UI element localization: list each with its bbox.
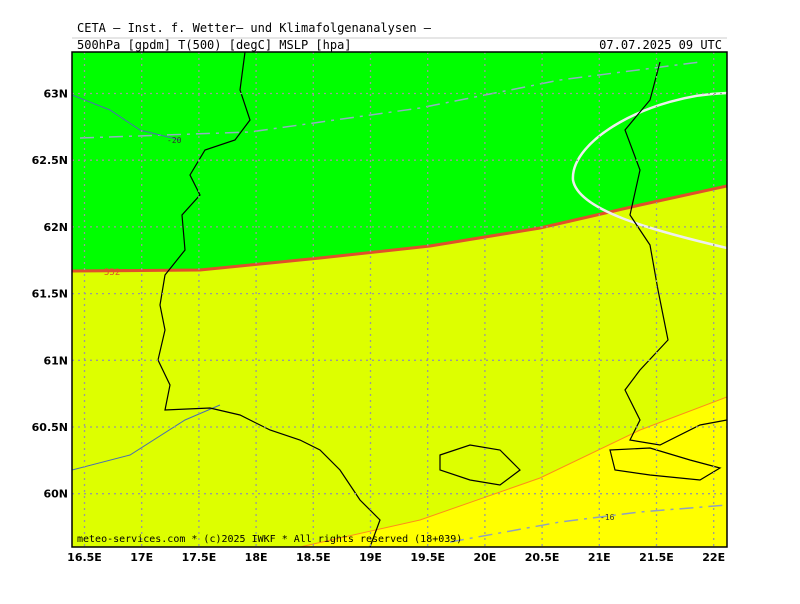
latitude-label: 62N	[43, 221, 68, 234]
island	[439, 444, 521, 486]
contour-line	[299, 396, 727, 547]
latitude-label: 60.5N	[32, 421, 68, 434]
longitude-label: 22E	[702, 551, 725, 564]
longitude-label: 20.5E	[525, 551, 560, 564]
longitude-label: 18.5E	[296, 551, 331, 564]
contour-552	[72, 184, 727, 273]
contour-label: 552	[104, 268, 120, 278]
river	[72, 404, 221, 471]
map-area: -20 552 -16 meteo-services.com * (c)2025…	[71, 51, 728, 548]
longitude-label: 21.5E	[639, 551, 674, 564]
coastline	[624, 61, 727, 446]
isotherm-line	[449, 504, 727, 543]
longitude-label: 17.5E	[182, 551, 217, 564]
longitude-label: 16.5E	[67, 551, 102, 564]
map-frame	[71, 51, 728, 548]
map-subtitle: 500hPa [gpdm] T(500) [degC] MSLP [hpa]	[77, 38, 352, 52]
yellow-zone	[300, 397, 727, 547]
contour-label: -16	[600, 513, 615, 522]
latitude-label: 60N	[43, 488, 68, 501]
isobar-line	[571, 91, 727, 250]
longitude-label: 19.5E	[410, 551, 445, 564]
coastline	[157, 52, 381, 547]
longitude-label: 21E	[588, 551, 611, 564]
longitude-label: 17E	[130, 551, 153, 564]
valid-time: 07.07.2025 09 UTC	[599, 38, 722, 52]
contour-label: -20	[167, 136, 182, 145]
latitude-label: 62.5N	[32, 154, 68, 167]
yellow-green-zone	[72, 186, 727, 547]
map-footer: meteo-services.com * (c)2025 IWKF * All …	[77, 534, 462, 545]
isotherm-line	[79, 61, 701, 139]
river	[72, 94, 181, 141]
longitude-label: 20E	[473, 551, 496, 564]
map-title: CETA — Inst. f. Wetter— und Klimafolgena…	[77, 21, 432, 35]
longitude-label: 18E	[245, 551, 268, 564]
latitude-label: 61N	[43, 354, 68, 367]
latitude-label: 63N	[43, 88, 68, 101]
longitude-label: 19E	[359, 551, 382, 564]
latitude-label: 61.5N	[32, 288, 68, 301]
